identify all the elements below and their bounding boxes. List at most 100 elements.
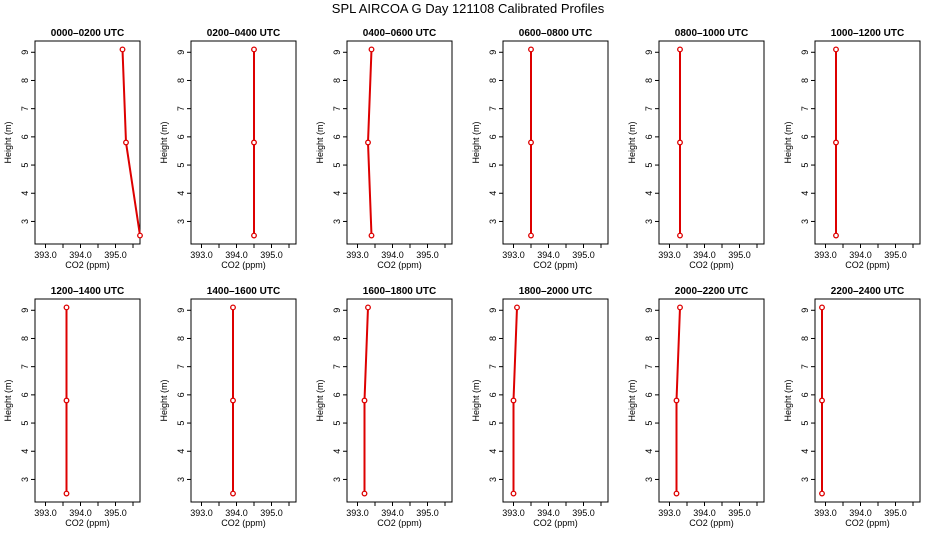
plot-frame	[658, 40, 765, 245]
x-tick-label: 395.0	[260, 508, 283, 518]
panel-title: 1400–1600 UTC	[207, 286, 280, 297]
x-tick-label: 395.0	[104, 508, 127, 518]
y-tick-label: 6	[20, 134, 30, 139]
data-point	[514, 304, 520, 311]
panel-title: 0400–0600 UTC	[363, 28, 436, 39]
x-tick-label: 393.0	[34, 250, 57, 260]
x-tick-label: 393.0	[502, 250, 525, 260]
y-tick-label: 9	[176, 50, 186, 55]
data-point	[833, 232, 839, 239]
data-point	[528, 139, 534, 146]
data-point	[251, 139, 257, 146]
y-tick-label: 7	[176, 106, 186, 111]
data-point	[230, 304, 236, 311]
data-point	[230, 490, 236, 497]
plot-frame	[814, 40, 921, 245]
panel-title: 1600–1800 UTC	[363, 286, 436, 297]
data-point	[63, 397, 70, 404]
x-axis-label: CO2 (ppm)	[689, 518, 734, 528]
panel-title: 0000–0200 UTC	[51, 28, 124, 39]
data-point	[673, 490, 680, 497]
y-tick-label: 9	[488, 308, 498, 313]
y-tick-label: 4	[644, 449, 654, 454]
data-point	[677, 304, 683, 311]
panel-title: 2000–2200 UTC	[675, 286, 748, 297]
y-axis-label: Height (m)	[471, 121, 481, 163]
x-tick-label: 394.0	[225, 508, 248, 518]
y-tick-label: 5	[644, 163, 654, 168]
y-tick-label: 6	[332, 134, 342, 139]
y-tick-label: 6	[332, 392, 342, 397]
plot-frame	[346, 40, 453, 245]
x-tick-label: 395.0	[416, 250, 439, 260]
y-tick-label: 4	[644, 191, 654, 196]
data-point	[365, 304, 371, 311]
y-tick-label: 3	[800, 219, 810, 224]
x-tick-label: 394.0	[381, 508, 404, 518]
x-axis-label: CO2 (ppm)	[533, 518, 578, 528]
y-tick-label: 5	[332, 163, 342, 168]
y-tick-label: 7	[20, 106, 30, 111]
x-tick-label: 395.0	[884, 250, 907, 260]
y-tick-label: 5	[176, 421, 186, 426]
plot-frame	[34, 298, 141, 503]
y-tick-label: 8	[176, 78, 186, 83]
y-tick-label: 9	[800, 50, 810, 55]
y-tick-label: 5	[488, 421, 498, 426]
plot-frame	[190, 298, 297, 503]
data-point	[819, 490, 825, 497]
y-tick-label: 4	[800, 191, 810, 196]
y-tick-label: 4	[332, 449, 342, 454]
data-point	[251, 46, 257, 53]
data-point	[361, 490, 368, 497]
x-tick-label: 393.0	[346, 250, 369, 260]
y-tick-label: 3	[332, 477, 342, 482]
y-tick-label: 6	[800, 392, 810, 397]
y-tick-label: 7	[176, 364, 186, 369]
y-tick-label: 5	[20, 163, 30, 168]
y-axis-label: Height (m)	[315, 121, 325, 163]
x-tick-label: 394.0	[225, 250, 248, 260]
data-point	[368, 232, 375, 239]
y-tick-label: 3	[488, 219, 498, 224]
plot-frame	[502, 40, 609, 245]
x-axis-label: CO2 (ppm)	[377, 518, 422, 528]
x-tick-label: 393.0	[190, 508, 213, 518]
x-tick-label: 393.0	[190, 250, 213, 260]
y-axis-label: Height (m)	[783, 379, 793, 421]
x-tick-label: 394.0	[693, 250, 716, 260]
x-tick-label: 393.0	[34, 508, 57, 518]
y-axis-label: Height (m)	[471, 379, 481, 421]
x-tick-label: 394.0	[537, 250, 560, 260]
x-tick-label: 395.0	[884, 508, 907, 518]
figure-title: SPL AIRCOA G Day 121108 Calibrated Profi…	[331, 1, 605, 16]
y-tick-label: 5	[20, 421, 30, 426]
data-point	[673, 397, 680, 404]
y-tick-label: 4	[332, 191, 342, 196]
x-tick-label: 395.0	[260, 250, 283, 260]
data-point	[361, 397, 368, 404]
y-tick-label: 6	[800, 134, 810, 139]
x-axis-label: CO2 (ppm)	[65, 260, 110, 270]
data-point	[368, 46, 375, 53]
data-point	[63, 490, 70, 497]
x-axis-label: CO2 (ppm)	[689, 260, 734, 270]
y-tick-label: 3	[644, 219, 654, 224]
x-tick-label: 393.0	[658, 250, 681, 260]
y-tick-label: 7	[488, 364, 498, 369]
y-tick-label: 9	[644, 50, 654, 55]
x-axis-label: CO2 (ppm)	[221, 260, 266, 270]
y-tick-label: 5	[176, 163, 186, 168]
y-tick-label: 5	[800, 163, 810, 168]
y-tick-label: 3	[176, 219, 186, 224]
y-tick-label: 8	[800, 78, 810, 83]
x-tick-label: 394.0	[69, 250, 92, 260]
